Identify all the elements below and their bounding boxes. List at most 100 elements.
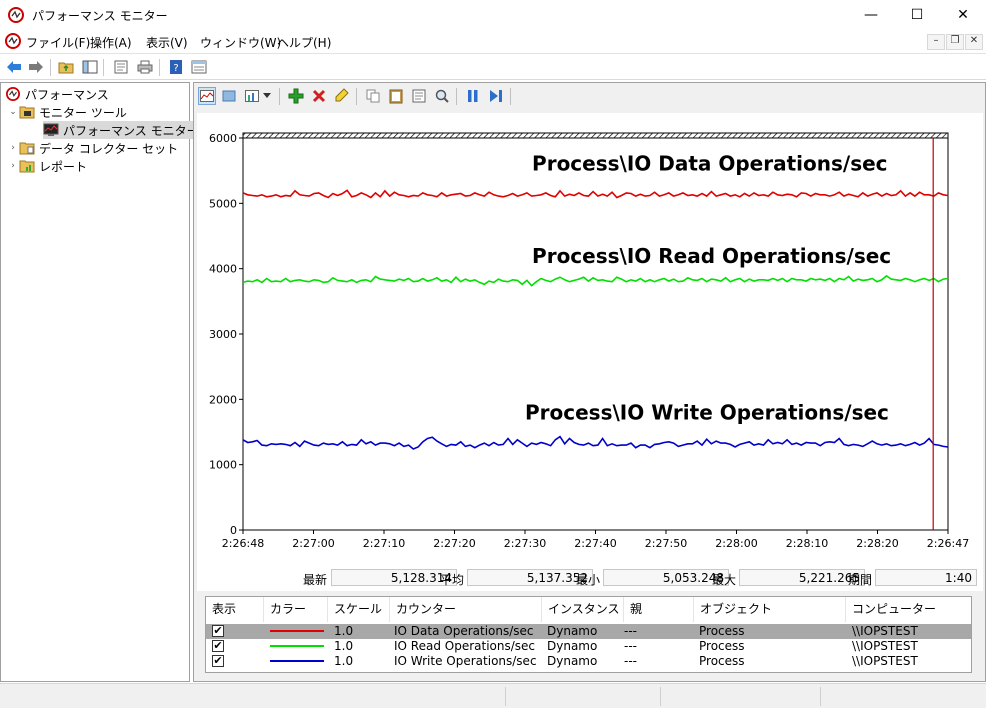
title-bar: パフォーマンス モニター — ☐ ✕ [0, 0, 986, 30]
tree-label: レポート [39, 159, 88, 174]
graph-type-dropdown-icon[interactable] [262, 87, 272, 105]
col-header-scale[interactable]: スケール [328, 597, 390, 622]
tree-item-reports[interactable]: › レポート [7, 157, 87, 175]
color-swatch [270, 630, 324, 632]
collector-folder-icon [19, 140, 35, 156]
maximize-button[interactable]: ☐ [910, 7, 924, 23]
tree-label: モニター ツール [39, 105, 127, 120]
counter-cell: IO Read Operations/sec [394, 639, 536, 653]
y-tick-label: 4000 [209, 263, 237, 276]
child-minimize-button[interactable]: – [927, 34, 945, 50]
x-tick-label: 2:28:20 [856, 537, 898, 550]
scale-cell: 1.0 [334, 624, 354, 638]
computer-cell: \\IOPSTEST [852, 624, 918, 638]
menu-help[interactable]: ヘルプ(H) [277, 36, 332, 50]
col-header-object[interactable]: オブジェクト [694, 597, 846, 622]
series-line [242, 435, 949, 450]
menu-action[interactable]: 操作(A) [90, 36, 132, 50]
minimize-button[interactable]: — [864, 7, 878, 23]
system-menu-icon[interactable] [5, 33, 21, 49]
highlight-icon[interactable] [333, 87, 351, 105]
min-value: 5,053.248 [603, 569, 729, 586]
expand-chevron-icon[interactable]: › [11, 161, 15, 171]
paste-counter-list-icon[interactable] [387, 87, 405, 105]
perfmon-icon [5, 86, 21, 102]
color-swatch [270, 660, 324, 662]
tree-label: パフォーマンス モニター [63, 123, 199, 138]
show-checkbox[interactable]: ✔ [212, 639, 224, 652]
print-icon[interactable] [136, 58, 154, 76]
collapse-chevron-icon[interactable]: ⌄ [9, 107, 17, 117]
x-tick-label: 2:28:00 [715, 537, 757, 550]
child-close-button[interactable]: ✕ [965, 34, 983, 50]
object-cell: Process [699, 654, 745, 668]
up-folder-icon[interactable] [57, 58, 75, 76]
tree-item-monitor-tools[interactable]: ⌄ モニター ツール [7, 103, 127, 121]
table-row[interactable]: ✔ 1.0 IO Data Operations/sec Dynamo --- … [206, 624, 971, 639]
chart-monitor-icon [43, 122, 59, 138]
monitor-pane: 0 1000 2000 3000 4000 5000 6000 2:26:48 2:27:00 2… [193, 82, 986, 682]
properties-icon[interactable] [112, 58, 130, 76]
counter-cell: IO Write Operations/sec [394, 654, 537, 668]
y-tick-label: 3000 [209, 328, 237, 341]
menu-view[interactable]: 表示(V) [146, 36, 188, 50]
properties-icon[interactable] [410, 87, 428, 105]
tree-item-performance-monitor[interactable]: パフォーマンス モニター [43, 121, 203, 139]
latest-label: 最新 [303, 573, 328, 587]
col-header-computer[interactable]: コンピューター [852, 602, 937, 616]
change-graph-type-icon[interactable] [243, 87, 261, 105]
computer-cell: \\IOPSTEST [852, 639, 918, 653]
object-cell: Process [699, 624, 745, 638]
back-icon[interactable] [5, 58, 23, 76]
add-counter-icon[interactable] [287, 87, 305, 105]
col-header-counter[interactable]: カウンター [390, 597, 542, 622]
child-restore-button[interactable]: ❐ [946, 34, 964, 50]
forward-icon[interactable] [27, 58, 45, 76]
show-hide-tree-icon[interactable] [81, 58, 99, 76]
col-header-instance[interactable]: インスタンス [542, 597, 624, 622]
export-list-icon[interactable] [190, 58, 208, 76]
expand-chevron-icon[interactable]: › [11, 143, 15, 153]
view-graph-icon[interactable] [198, 87, 216, 105]
table-row[interactable]: ✔ 1.0 IO Read Operations/sec Dynamo --- … [206, 639, 971, 654]
show-checkbox[interactable]: ✔ [212, 624, 224, 637]
series-line [242, 274, 949, 287]
update-data-icon[interactable] [487, 87, 505, 105]
duration-value: 1:40 [875, 569, 977, 586]
freeze-display-icon[interactable] [220, 87, 238, 105]
tree-item-data-collector-sets[interactable]: › データ コレクター セット [7, 139, 178, 157]
max-label: 最大 [712, 573, 737, 587]
menu-file[interactable]: ファイル(F) [26, 36, 91, 50]
y-tick-label: 2000 [209, 393, 237, 406]
counter-legend-table: 表示 カラー スケール カウンター インスタンス 親 オブジェクト コンピュータ… [205, 596, 972, 673]
instance-cell: Dynamo [547, 654, 598, 668]
instance-cell: Dynamo [547, 639, 598, 653]
x-tick-label: 2:26:47 [927, 537, 969, 550]
pause-icon[interactable] [464, 87, 482, 105]
col-header-parent[interactable]: 親 [624, 597, 694, 622]
x-tick-label: 2:27:20 [433, 537, 475, 550]
delete-counter-icon[interactable] [310, 87, 328, 105]
x-tick-label: 2:27:50 [645, 537, 687, 550]
computer-cell: \\IOPSTEST [852, 654, 918, 668]
help-icon[interactable]: ? [167, 58, 185, 76]
zoom-icon[interactable] [433, 87, 451, 105]
folder-icon [19, 104, 35, 120]
col-header-color[interactable]: カラー [264, 597, 328, 622]
scale-overflow-band [242, 132, 949, 139]
y-tick-label: 1000 [209, 459, 237, 472]
menu-window[interactable]: ウィンドウ(W) [200, 36, 282, 50]
table-row[interactable]: ✔ 1.0 IO Write Operations/sec Dynamo ---… [206, 654, 971, 669]
series-label: Process\IO Write Operations/sec [525, 401, 889, 425]
copy-properties-icon[interactable] [364, 87, 382, 105]
col-header-show[interactable]: 表示 [206, 597, 264, 622]
close-button[interactable]: ✕ [957, 7, 969, 23]
duration-label: 期間 [848, 573, 873, 587]
latest-value: 5,128.314 [331, 569, 457, 586]
perfmon-app-icon [8, 7, 24, 23]
tree-item-performance[interactable]: パフォーマンス [5, 85, 109, 103]
show-checkbox[interactable]: ✔ [212, 654, 224, 667]
y-tick-label: 5000 [209, 197, 237, 210]
navigation-tree: パフォーマンス ⌄ モニター ツール パフォーマンス モニター › データ コレ… [0, 82, 203, 682]
x-tick-label: 2:27:30 [504, 537, 546, 550]
